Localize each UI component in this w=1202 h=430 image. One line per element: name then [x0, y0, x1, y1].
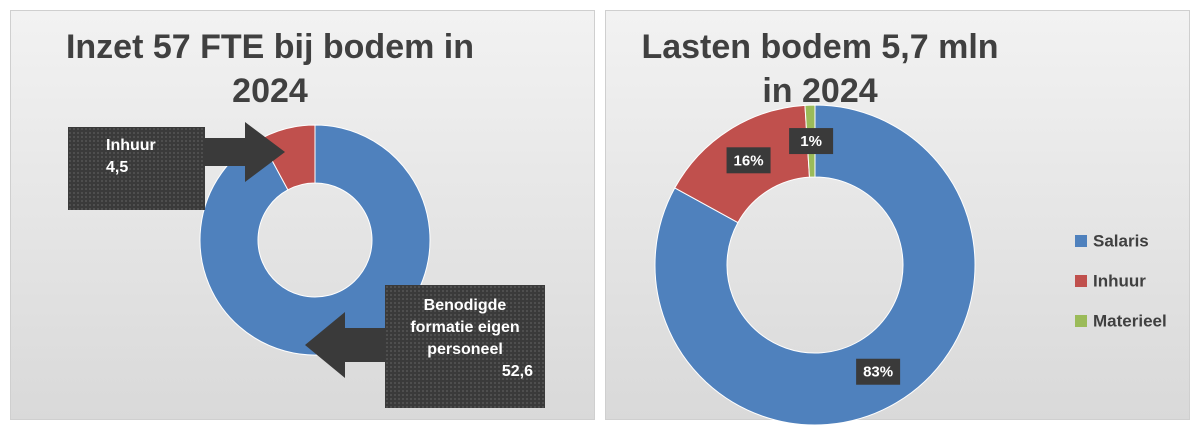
callout: Benodigde formatie eigen personeel 52,6 — [385, 285, 545, 408]
legend-label: Inhuur — [1093, 271, 1146, 290]
legend-swatch — [1075, 275, 1087, 287]
data-label: 16% — [734, 152, 764, 169]
label-box — [726, 147, 771, 174]
donut-segment — [199, 124, 431, 356]
legend-label: Salaris — [1093, 231, 1149, 250]
legend-label: Materieel — [1093, 311, 1167, 330]
legend-swatch — [1075, 235, 1087, 247]
donut-segment — [259, 124, 316, 191]
callout-arrow — [305, 312, 385, 378]
donut-segment — [654, 104, 976, 426]
label-box — [856, 358, 901, 385]
label-box — [789, 128, 834, 155]
callout-category: Inhuur — [106, 137, 156, 154]
chart-title: Lasten bodem 5,7 mln in 2024 — [641, 28, 999, 110]
legend-swatch — [1075, 315, 1087, 327]
callout-arrow — [205, 122, 285, 182]
data-label: 1% — [800, 133, 822, 150]
callout-category: Benodigde formatie eigen personeel — [410, 297, 520, 358]
callout: Inhuur 4,5 — [68, 127, 205, 210]
data-label: 83% — [863, 364, 893, 381]
callout-value: 4,5 — [106, 159, 129, 176]
chart-title: Inzet 57 FTE bij bodem in 2024 — [65, 28, 475, 110]
callout-value: 52,6 — [501, 363, 533, 380]
